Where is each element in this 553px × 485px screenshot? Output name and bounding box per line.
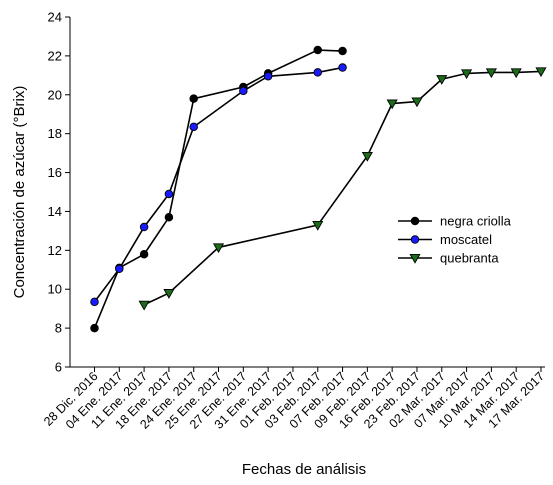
data-point-quebranta: [436, 75, 448, 85]
data-point-negra-criolla: [338, 46, 347, 56]
series-quebranta: [138, 67, 547, 311]
data-point-quebranta: [138, 300, 150, 311]
legend-label-quebranta: quebranta: [440, 251, 499, 266]
series-line-moscatel: [93, 66, 343, 303]
data-point-quebranta: [212, 243, 225, 254]
y-tick-label: 18: [48, 126, 62, 141]
data-point-quebranta: [312, 221, 324, 231]
data-point-negra-criolla: [164, 213, 174, 222]
legend-marker-moscatel: [410, 235, 420, 244]
data-point-quebranta: [510, 68, 522, 79]
data-point-moscatel: [239, 86, 248, 96]
y-axis-ticks: 6 8 10 12 14 16 18 20 22 24: [48, 10, 70, 375]
data-point-moscatel: [115, 264, 124, 274]
data-point-quebranta: [163, 289, 175, 299]
y-axis-label: Concentración de azúcar (°Brix): [11, 86, 28, 299]
legend-label-negra-criolla: negra criolla: [440, 214, 512, 229]
data-point-moscatel: [139, 222, 149, 232]
data-point-moscatel: [90, 297, 99, 307]
data-point-quebranta: [411, 97, 423, 108]
y-tick-label: 14: [48, 204, 62, 219]
series-line-negra-criolla: [93, 49, 343, 329]
y-tick-label: 12: [48, 243, 62, 258]
legend-marker-quebranta: [409, 253, 421, 264]
data-point-quebranta: [386, 99, 398, 110]
data-point-moscatel: [263, 72, 273, 81]
series-moscatel: [90, 63, 347, 307]
data-point-moscatel: [313, 68, 323, 77]
series-negra-criolla: [90, 45, 347, 333]
data-point-negra-criolla: [189, 94, 198, 103]
data-point-quebranta: [535, 67, 547, 78]
data-point-quebranta: [461, 69, 473, 80]
data-point-moscatel: [338, 63, 347, 72]
data-point-negra-criolla: [313, 45, 323, 55]
data-point-moscatel: [189, 122, 198, 132]
y-tick-label: 24: [48, 10, 62, 25]
axes: [69, 17, 545, 368]
y-tick-label: 16: [48, 165, 62, 180]
legend-label-moscatel: moscatel: [440, 232, 492, 247]
y-tick-label: 22: [48, 48, 62, 63]
data-point-negra-criolla: [139, 249, 149, 259]
data-point-negra-criolla: [90, 323, 99, 333]
data-point-quebranta: [485, 68, 497, 79]
series-line-quebranta: [143, 70, 542, 306]
data-point-moscatel: [164, 189, 174, 199]
y-tick-label: 6: [55, 360, 62, 375]
series-group: [90, 45, 547, 333]
data-point-quebranta: [361, 151, 373, 162]
y-tick-label: 20: [48, 87, 62, 102]
y-tick-label: 10: [48, 282, 62, 297]
legend: negra criolla moscatel quebranta: [398, 214, 512, 266]
legend-marker-negra-criolla: [410, 216, 420, 226]
x-axis-label: Fechas de análisis: [242, 461, 366, 478]
y-tick-label: 8: [55, 321, 62, 336]
